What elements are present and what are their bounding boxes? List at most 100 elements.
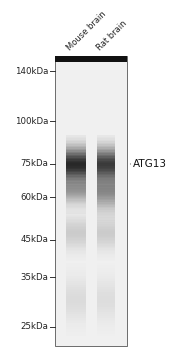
Bar (96, 169, 115, 170)
Bar (66, 233, 86, 234)
Bar (96, 167, 115, 169)
Bar (66, 230, 86, 231)
Bar (66, 224, 86, 226)
Bar (66, 212, 86, 213)
Bar (96, 170, 115, 172)
Text: 75kDa: 75kDa (20, 160, 48, 168)
Bar (96, 146, 115, 147)
Bar (66, 220, 86, 222)
Bar (66, 173, 86, 174)
Bar (66, 207, 86, 208)
Bar (66, 140, 86, 141)
Bar (66, 177, 86, 178)
Bar (66, 236, 86, 237)
Bar (96, 238, 115, 240)
Bar (96, 274, 115, 276)
Bar (66, 169, 86, 171)
Bar (66, 191, 86, 192)
Bar (66, 209, 86, 210)
Bar (96, 270, 115, 272)
Bar (96, 281, 115, 283)
Bar (96, 250, 115, 251)
Bar (96, 137, 115, 138)
Bar (66, 178, 86, 180)
Bar (96, 296, 115, 298)
Bar (66, 323, 86, 325)
Bar (96, 184, 115, 186)
Bar (66, 296, 86, 298)
Bar (66, 216, 86, 217)
Bar (96, 186, 115, 188)
Bar (66, 135, 86, 137)
Bar (96, 141, 115, 143)
Bar (96, 331, 115, 332)
Bar (96, 234, 115, 236)
Bar (96, 325, 115, 327)
Text: Mouse brain: Mouse brain (65, 10, 108, 53)
Bar (66, 257, 86, 258)
Bar (66, 182, 86, 183)
Bar (66, 290, 86, 292)
Bar (66, 314, 86, 316)
Bar (96, 276, 115, 278)
Bar (66, 245, 86, 247)
Bar (66, 149, 86, 150)
Bar (66, 329, 86, 331)
Bar (66, 180, 86, 181)
Text: 25kDa: 25kDa (20, 322, 48, 331)
Bar (66, 193, 86, 195)
Bar (66, 190, 86, 191)
Bar (96, 193, 115, 194)
Bar (66, 254, 86, 256)
Bar (66, 251, 86, 253)
Bar (96, 305, 115, 307)
Bar (96, 224, 115, 226)
Text: ATG13: ATG13 (130, 159, 167, 169)
Bar (66, 167, 86, 168)
Bar (96, 285, 115, 287)
Bar (66, 168, 86, 169)
Bar (66, 209, 86, 210)
Bar (66, 186, 86, 187)
Bar (96, 215, 115, 216)
Bar (96, 147, 115, 149)
Bar (66, 176, 86, 177)
Bar (96, 219, 115, 221)
Bar (66, 159, 86, 161)
Bar (66, 184, 86, 186)
Bar (96, 220, 115, 222)
Bar (66, 197, 86, 198)
Bar (96, 178, 115, 180)
Bar (66, 152, 86, 153)
Bar (66, 294, 86, 296)
Text: 140kDa: 140kDa (15, 67, 48, 76)
Bar (96, 135, 115, 137)
Bar (66, 146, 86, 147)
Bar (96, 152, 115, 153)
Bar (66, 223, 86, 224)
Bar (96, 165, 115, 167)
Bar (66, 320, 86, 321)
Bar (96, 213, 115, 215)
Text: Rat brain: Rat brain (95, 19, 129, 53)
Bar (66, 174, 86, 175)
Bar (96, 164, 115, 166)
Bar (96, 173, 115, 174)
Bar (66, 199, 86, 201)
Bar (96, 310, 115, 312)
Bar (66, 292, 86, 294)
Bar (96, 138, 115, 140)
Bar (96, 334, 115, 336)
Bar (66, 147, 86, 149)
Bar (96, 196, 115, 197)
Bar (66, 238, 86, 240)
Bar (66, 219, 86, 220)
Bar (96, 169, 115, 171)
Bar (96, 211, 115, 213)
Bar (96, 184, 115, 186)
Bar (96, 216, 115, 217)
Bar (96, 237, 115, 238)
Bar (96, 177, 115, 178)
Bar (66, 187, 86, 188)
Text: 100kDa: 100kDa (15, 117, 48, 126)
